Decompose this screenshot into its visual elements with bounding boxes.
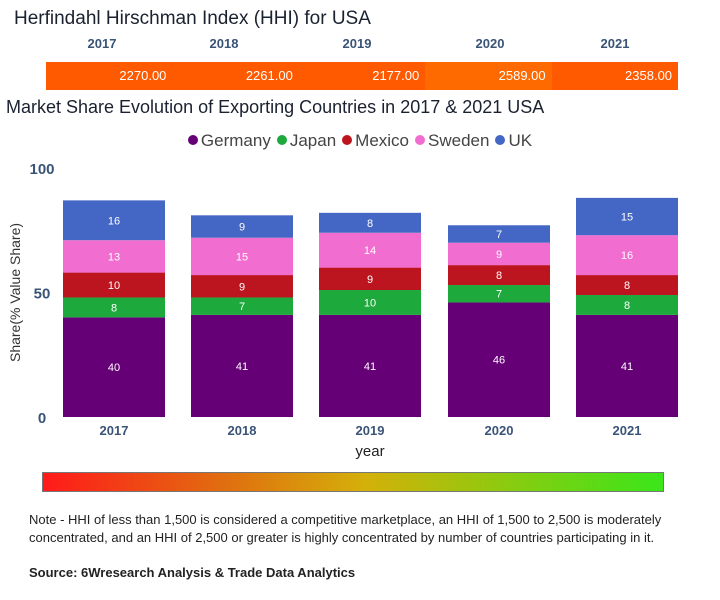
bar-segment-uk bbox=[448, 225, 550, 243]
data-label: 15 bbox=[236, 251, 248, 263]
bar-segment-sweden bbox=[63, 240, 165, 273]
data-label: 16 bbox=[621, 250, 633, 262]
y-tick-label: 100 bbox=[29, 161, 54, 178]
data-label: 8 bbox=[496, 270, 502, 282]
data-label: 8 bbox=[367, 218, 373, 230]
bar-segment-uk bbox=[576, 197, 678, 236]
y-axis-title: Share(% Value Share) bbox=[7, 223, 23, 362]
data-label: 10 bbox=[364, 297, 376, 309]
bar-segment-mexico bbox=[63, 272, 165, 298]
bar-segment-germany bbox=[63, 317, 165, 417]
bar-segment-germany bbox=[319, 314, 421, 417]
legend-marker-icon bbox=[415, 135, 426, 145]
hhi-value-cell: 2261.00 bbox=[172, 62, 299, 90]
data-label: 7 bbox=[239, 301, 245, 313]
hhi-year-label: 2020 bbox=[475, 36, 505, 51]
hhi-value-cell: 2358.00 bbox=[551, 62, 679, 90]
data-label: 8 bbox=[111, 302, 117, 314]
legend-label: UK bbox=[508, 131, 533, 150]
bar-segment-uk bbox=[63, 200, 165, 241]
stacked-bar-chart: 0 50 100 Share(% Value Share) 40 8 10 13 16 2017 4… bbox=[7, 161, 678, 460]
legend-marker-icon bbox=[187, 135, 198, 145]
hhi-value-cell: 2270.00 bbox=[46, 62, 173, 90]
bar-segment-japan bbox=[576, 294, 678, 315]
bar-segment-japan bbox=[319, 290, 421, 315]
data-label: 41 bbox=[364, 361, 376, 373]
bar-segment-germany bbox=[448, 302, 550, 417]
bar-segment-mexico bbox=[448, 265, 550, 286]
data-label: 9 bbox=[239, 222, 245, 234]
hhi-year-label: 2021 bbox=[600, 36, 630, 51]
bar-segment-sweden bbox=[319, 232, 421, 268]
legend-marker-icon bbox=[342, 135, 353, 145]
data-label: 40 bbox=[108, 362, 120, 374]
bar-segment-sweden bbox=[576, 235, 678, 276]
chart-legend: Germany Japan Mexico Sweden UK bbox=[0, 131, 720, 151]
data-label: 14 bbox=[364, 245, 376, 257]
x-tick-label: 2018 bbox=[228, 423, 257, 438]
hhi-year-label: 2017 bbox=[87, 36, 117, 51]
data-label: 9 bbox=[496, 249, 502, 261]
bar-segment-mexico bbox=[576, 275, 678, 295]
legend-marker-icon bbox=[495, 135, 506, 145]
hhi-year-label: 2018 bbox=[209, 36, 239, 51]
bar-segment-uk bbox=[191, 215, 293, 238]
bar-segment-uk bbox=[319, 212, 421, 233]
hhi-year-label: 2019 bbox=[342, 36, 372, 51]
data-label: 15 bbox=[621, 212, 633, 224]
legend-label: Japan bbox=[289, 131, 337, 150]
hhi-title: Herfindahl Hirschman Index (HHI) for USA bbox=[14, 8, 371, 29]
legend-label: Mexico bbox=[355, 131, 410, 150]
hhi-years-row: 2017 2018 2019 2020 2021 bbox=[46, 36, 678, 54]
bar-segment-japan bbox=[448, 285, 550, 303]
data-label: 10 bbox=[108, 280, 120, 292]
legend-label: Sweden bbox=[428, 131, 490, 150]
data-label: 41 bbox=[621, 361, 633, 373]
legend-marker-icon bbox=[276, 135, 287, 145]
hhi-value-cell: 2589.00 bbox=[425, 62, 552, 90]
chart-title: Market Share Evolution of Exporting Coun… bbox=[6, 97, 545, 117]
x-axis-title: year bbox=[355, 443, 384, 460]
bar-segment-germany bbox=[191, 314, 293, 417]
data-label: 7 bbox=[496, 289, 502, 301]
bar-segment-japan bbox=[63, 297, 165, 318]
data-label: 8 bbox=[624, 300, 630, 312]
bar-segment-germany bbox=[576, 314, 678, 417]
legend-item[interactable]: Mexico bbox=[342, 131, 409, 151]
bar-segment-sweden bbox=[448, 242, 550, 266]
data-label: 46 bbox=[493, 355, 505, 367]
data-label: 8 bbox=[624, 280, 630, 292]
legend-item[interactable]: UK bbox=[495, 131, 532, 151]
legend-item[interactable]: Germany bbox=[187, 131, 271, 151]
x-tick-label: 2019 bbox=[356, 423, 385, 438]
data-label: 7 bbox=[496, 229, 502, 241]
note-text: Note - HHI of less than 1,500 is conside… bbox=[29, 512, 662, 545]
bar-segment-mexico bbox=[319, 267, 421, 291]
legend-item[interactable]: Japan bbox=[276, 131, 337, 151]
data-label: 9 bbox=[367, 274, 373, 286]
data-label: 16 bbox=[108, 215, 120, 227]
legend-label: Germany bbox=[200, 131, 271, 150]
x-tick-label: 2021 bbox=[613, 423, 642, 438]
hhi-color-scale bbox=[42, 472, 664, 492]
x-tick-label: 2020 bbox=[485, 423, 514, 438]
bar-segment-sweden bbox=[191, 237, 293, 276]
hhi-value-cell: 2177.00 bbox=[298, 62, 426, 90]
legend-item[interactable]: Sweden bbox=[415, 131, 489, 151]
data-label: 13 bbox=[108, 251, 120, 263]
x-tick-label: 2017 bbox=[100, 423, 129, 438]
hhi-values-bar: 2270.00 2261.00 2177.00 2589.00 2358.00 bbox=[46, 62, 679, 90]
bar-segment-japan bbox=[191, 297, 293, 315]
y-tick-label: 50 bbox=[34, 286, 51, 303]
bar-segment-mexico bbox=[191, 275, 293, 298]
data-label: 9 bbox=[239, 281, 245, 293]
source-text: Source: 6Wresearch Analysis & Trade Data… bbox=[29, 565, 356, 580]
y-tick-label: 0 bbox=[38, 410, 46, 427]
data-label: 41 bbox=[236, 361, 248, 373]
